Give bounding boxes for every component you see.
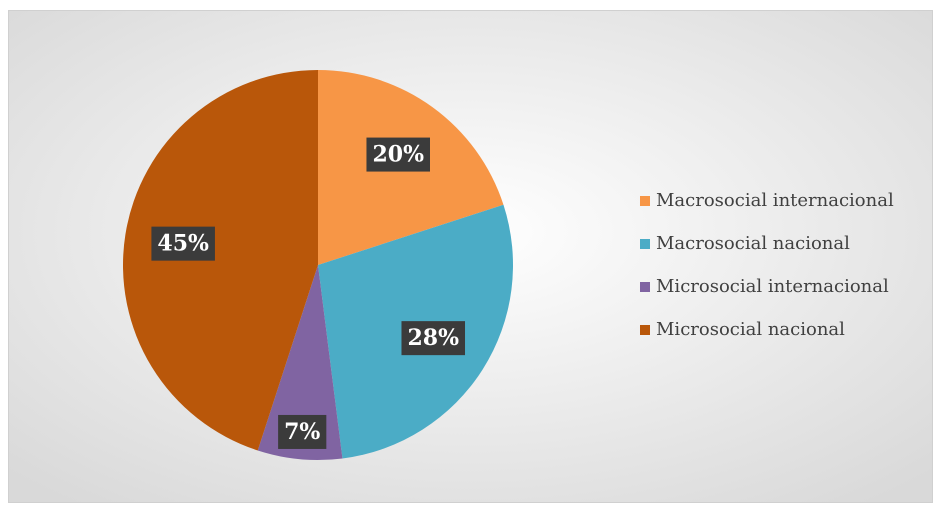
data-label: 28%	[407, 325, 459, 351]
data-label: 20%	[372, 142, 424, 168]
data-label-box	[151, 226, 215, 261]
data-label-box	[366, 137, 430, 172]
data-label-box	[401, 321, 466, 356]
legend-swatch	[640, 239, 650, 249]
legend-label: Microsocial internacional	[656, 276, 889, 297]
data-label: 45%	[157, 231, 209, 257]
data-label: 7%	[284, 419, 320, 445]
pie-slice	[257, 265, 343, 461]
data-label-box	[278, 414, 327, 449]
legend-label: Microsocial nacional	[656, 319, 845, 340]
pie-slice	[122, 70, 318, 451]
legend-label: Macrosocial internacional	[656, 190, 894, 211]
legend-swatch	[640, 282, 650, 292]
legend-swatch	[640, 325, 650, 335]
legend-swatch	[640, 196, 650, 206]
legend-label: Macrosocial nacional	[656, 233, 850, 254]
